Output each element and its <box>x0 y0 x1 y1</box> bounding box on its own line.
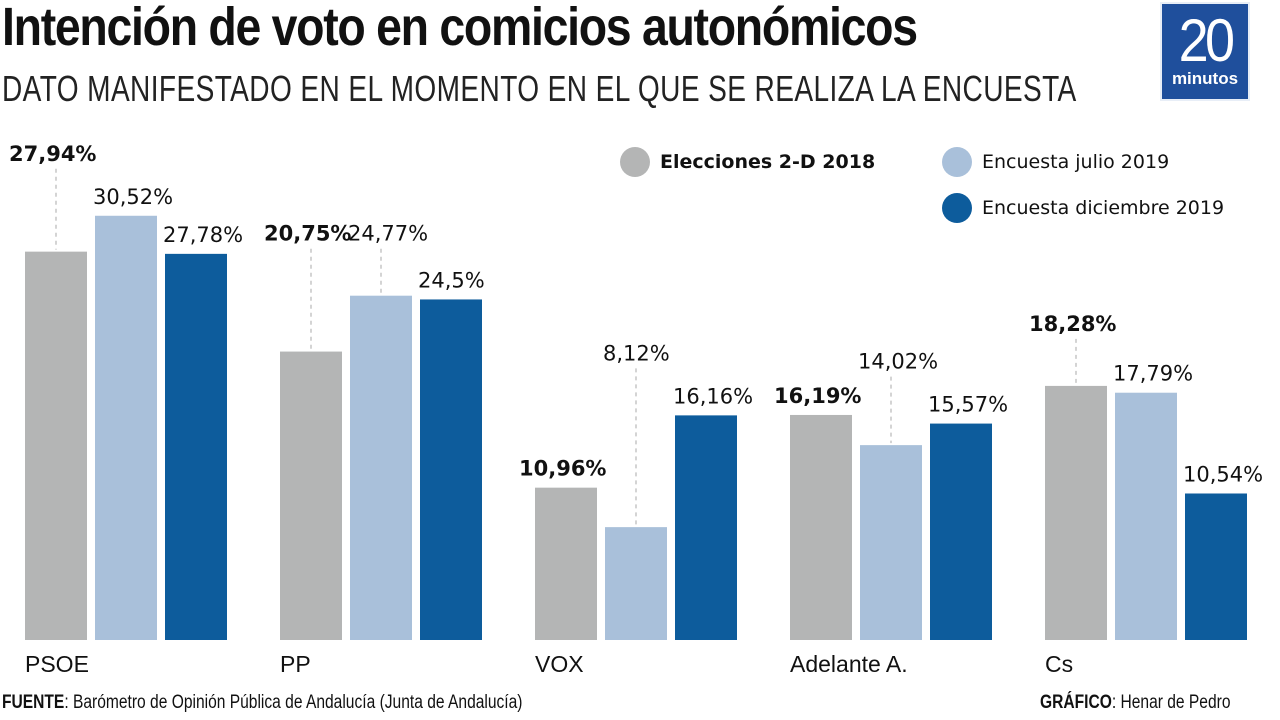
bar-pp-0 <box>280 351 342 640</box>
data-label: 10,96% <box>519 457 606 481</box>
data-label: 24,77% <box>348 222 428 246</box>
data-label: 30,52% <box>93 185 173 209</box>
data-label: 17,79% <box>1113 362 1193 386</box>
data-label: 18,28% <box>1029 312 1116 336</box>
source-label: FUENTE <box>2 692 65 713</box>
category-label: Cs <box>1045 651 1073 677</box>
legend-label: Encuesta diciembre 2019 <box>982 197 1225 219</box>
legend-swatch-icon <box>942 147 972 177</box>
data-label: 20,75% <box>264 222 351 246</box>
bar-vox-2 <box>675 415 737 640</box>
credit-text: : Henar de Pedro <box>1111 692 1231 713</box>
legend-item-diciembre-2019: Encuesta diciembre 2019 <box>942 193 1224 223</box>
legend-swatch-icon <box>620 147 650 177</box>
20minutos-logo: 20 minutos <box>1160 2 1250 101</box>
bar-psoe-0 <box>25 251 87 640</box>
logo-word: minutos <box>1171 69 1239 88</box>
legend-item-julio-2019: Encuesta julio 2019 <box>942 147 1169 177</box>
credit-label: GRÁFICO <box>1040 692 1112 713</box>
data-label: 16,19% <box>774 384 861 408</box>
bar-adelante-a--2 <box>930 423 992 640</box>
bar-pp-2 <box>420 299 482 640</box>
legend-label: Encuesta julio 2019 <box>982 151 1170 173</box>
chart-subtitle: DATO MANIFESTADO EN EL MOMENTO EN EL QUE… <box>2 68 1077 109</box>
source-note: FUENTE: Barómetro de Opinión Pública de … <box>2 692 522 714</box>
source-text: : Barómetro de Opinión Pública de Andalu… <box>64 692 523 713</box>
legend-label: Elecciones 2-D 2018 <box>660 151 876 173</box>
bar-psoe-2 <box>165 253 227 640</box>
bar-psoe-1 <box>95 215 157 640</box>
data-label: 24,5% <box>418 268 485 292</box>
data-label: 14,02% <box>858 350 938 374</box>
bar-adelante-a--0 <box>790 414 852 640</box>
legend-swatch-icon <box>942 193 972 223</box>
logo-number: 20 <box>1178 7 1235 74</box>
bar-vox-0 <box>535 487 597 640</box>
bar-adelante-a--1 <box>860 445 922 640</box>
data-label: 8,12% <box>603 341 670 365</box>
data-label: 15,57% <box>928 393 1008 417</box>
data-label: 16,16% <box>673 384 753 408</box>
bar-vox-1 <box>605 527 667 640</box>
data-label: 27,78% <box>163 223 243 247</box>
bar-cs-2 <box>1185 493 1247 640</box>
category-label: Adelante A. <box>790 651 908 677</box>
data-label: 27,94% <box>9 142 96 166</box>
category-label: PSOE <box>25 651 89 677</box>
data-label: 10,54% <box>1183 462 1263 486</box>
credit-note: GRÁFICO: Henar de Pedro <box>1040 692 1230 714</box>
chart-title: Intención de voto en comicios autonómico… <box>2 0 918 57</box>
bar-cs-0 <box>1045 385 1107 640</box>
legend-item-elecciones-2018: Elecciones 2-D 2018 <box>620 147 875 177</box>
bar-cs-1 <box>1115 392 1177 640</box>
category-label: PP <box>280 651 311 677</box>
bar-pp-1 <box>350 295 412 640</box>
category-label: VOX <box>535 651 584 677</box>
